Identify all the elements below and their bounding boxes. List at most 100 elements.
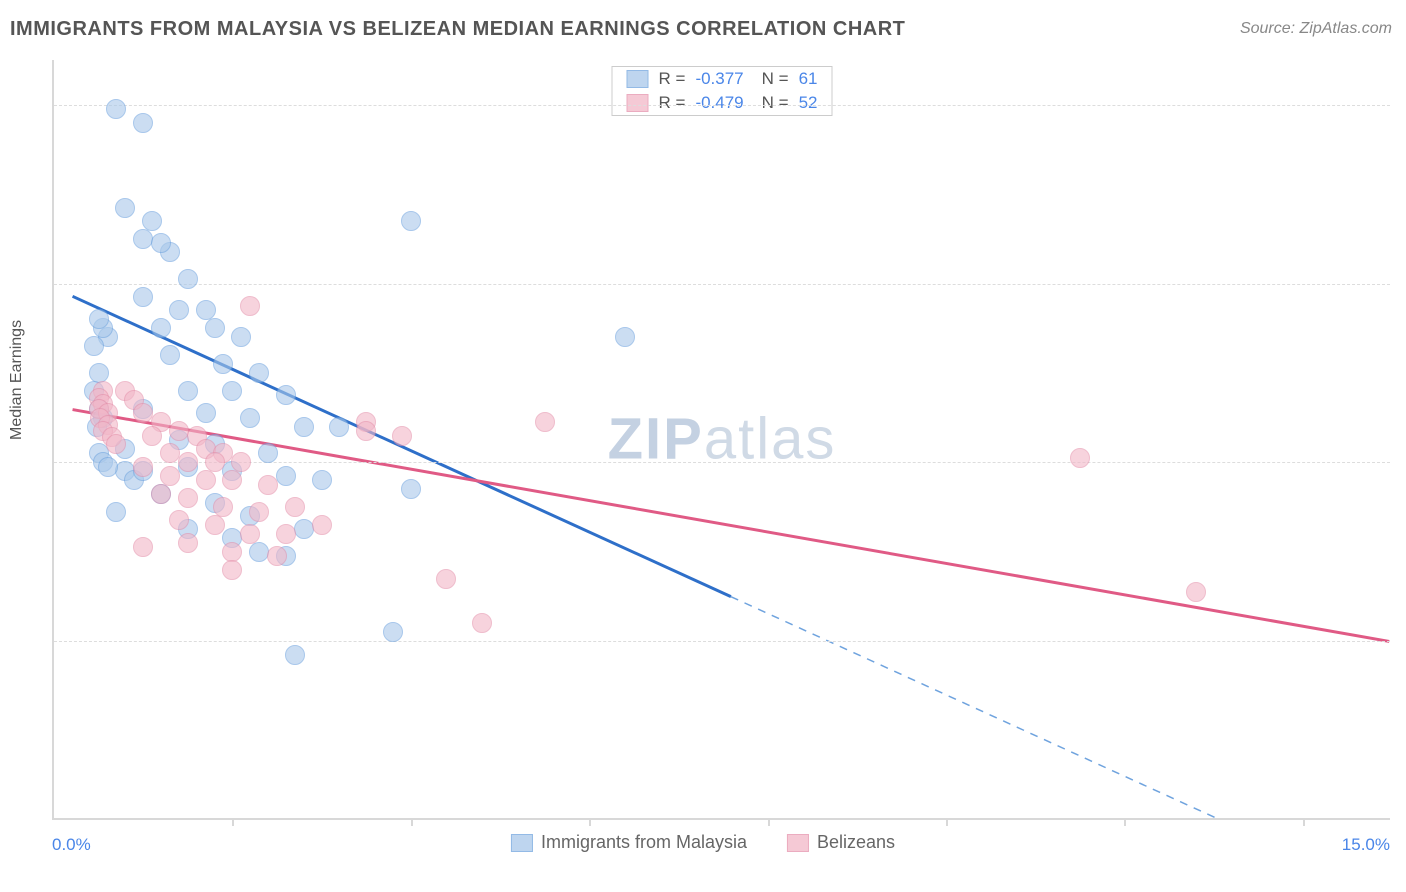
data-point <box>249 502 269 522</box>
data-point <box>151 484 171 504</box>
data-point <box>151 233 171 253</box>
data-point <box>231 327 251 347</box>
y-tick-label: $20,000 <box>1396 631 1406 651</box>
data-point <box>383 622 403 642</box>
legend-swatch <box>627 94 649 112</box>
legend-n-value: 61 <box>799 69 818 89</box>
data-point <box>535 412 555 432</box>
data-point <box>133 537 153 557</box>
data-point <box>401 211 421 231</box>
regression-line-dashed <box>731 597 1216 818</box>
x-tick <box>232 818 234 826</box>
data-point <box>240 524 260 544</box>
legend-r-label: R = <box>659 69 686 89</box>
data-point <box>329 417 349 437</box>
source-label: Source: ZipAtlas.com <box>1240 20 1392 38</box>
data-point <box>240 408 260 428</box>
data-point <box>472 613 492 633</box>
data-point <box>133 287 153 307</box>
data-point <box>258 443 278 463</box>
x-tick <box>589 818 591 826</box>
correlation-legend: R = -0.377 N = 61 R = -0.479 N = 52 <box>612 66 833 116</box>
data-point <box>401 479 421 499</box>
data-point <box>98 457 118 477</box>
data-point <box>1186 582 1206 602</box>
data-point <box>169 510 189 530</box>
legend-item: Immigrants from Malaysia <box>511 832 747 853</box>
data-point <box>178 533 198 553</box>
data-point <box>276 524 296 544</box>
data-point <box>222 381 242 401</box>
x-tick <box>1124 818 1126 826</box>
data-point <box>615 327 635 347</box>
legend-r-label: R = <box>659 93 686 113</box>
data-point <box>258 475 278 495</box>
legend-r-value: -0.479 <box>695 93 743 113</box>
gridline <box>54 284 1390 285</box>
data-point <box>213 354 233 374</box>
y-axis-title: Median Earnings <box>8 320 26 440</box>
data-point <box>231 452 251 472</box>
data-point <box>312 515 332 535</box>
data-point <box>222 470 242 490</box>
data-point <box>285 497 305 517</box>
x-tick <box>1303 818 1305 826</box>
data-point <box>133 229 153 249</box>
legend-row: R = -0.377 N = 61 <box>613 67 832 91</box>
data-point <box>84 336 104 356</box>
data-point <box>240 296 260 316</box>
legend-n-label: N = <box>762 93 789 113</box>
y-tick-label: $60,000 <box>1396 274 1406 294</box>
data-point <box>106 434 126 454</box>
data-point <box>205 452 225 472</box>
data-point <box>436 569 456 589</box>
data-point <box>196 403 216 423</box>
legend-r-value: -0.377 <box>695 69 743 89</box>
data-point <box>160 345 180 365</box>
data-point <box>133 113 153 133</box>
legend-n-value: 52 <box>799 93 818 113</box>
data-point <box>222 560 242 580</box>
data-point <box>205 515 225 535</box>
x-axis-max-label: 15.0% <box>1342 835 1390 855</box>
series-legend: Immigrants from Malaysia Belizeans <box>511 832 895 853</box>
data-point <box>115 198 135 218</box>
data-point <box>1070 448 1090 468</box>
legend-item: Belizeans <box>787 832 895 853</box>
legend-swatch <box>511 834 533 852</box>
data-point <box>142 211 162 231</box>
x-axis-min-label: 0.0% <box>52 835 91 855</box>
data-point <box>106 502 126 522</box>
chart-container: IMMIGRANTS FROM MALAYSIA VS BELIZEAN MED… <box>0 0 1406 892</box>
data-point <box>106 99 126 119</box>
data-point <box>160 466 180 486</box>
regression-lines-layer <box>54 60 1390 818</box>
data-point <box>178 269 198 289</box>
data-point <box>178 452 198 472</box>
gridline <box>54 105 1390 106</box>
data-point <box>151 318 171 338</box>
legend-n-label: N = <box>762 69 789 89</box>
data-point <box>133 457 153 477</box>
y-tick-label: $40,000 <box>1396 452 1406 472</box>
data-point <box>178 488 198 508</box>
data-point <box>249 363 269 383</box>
data-point <box>205 318 225 338</box>
y-tick-label: $80,000 <box>1396 95 1406 115</box>
x-tick <box>946 818 948 826</box>
legend-swatch <box>627 70 649 88</box>
legend-label: Immigrants from Malaysia <box>541 832 747 853</box>
legend-label: Belizeans <box>817 832 895 853</box>
data-point <box>142 426 162 446</box>
plot-area: ZIPatlas R = -0.377N = 61R = -0.479N = 5… <box>52 60 1390 820</box>
data-point <box>356 421 376 441</box>
data-point <box>312 470 332 490</box>
x-tick <box>411 818 413 826</box>
data-point <box>169 421 189 441</box>
chart-title: IMMIGRANTS FROM MALAYSIA VS BELIZEAN MED… <box>10 18 905 41</box>
gridline <box>54 462 1390 463</box>
data-point <box>285 645 305 665</box>
data-point <box>196 470 216 490</box>
data-point <box>169 300 189 320</box>
data-point <box>392 426 412 446</box>
